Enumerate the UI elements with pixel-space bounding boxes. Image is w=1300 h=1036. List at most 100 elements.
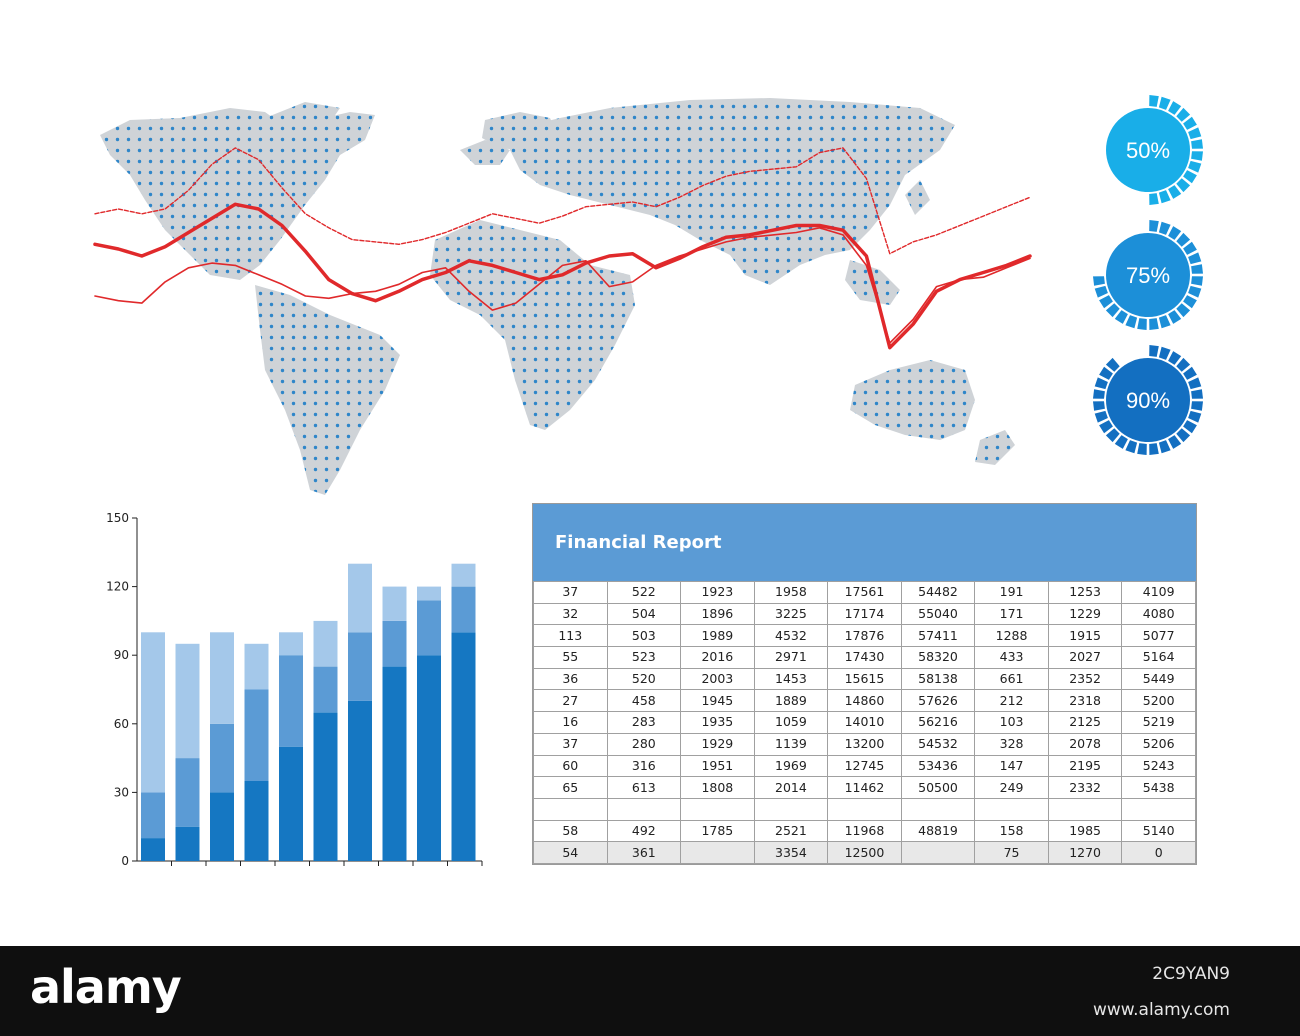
table-cell: 11462	[827, 776, 902, 799]
bar-segment	[313, 666, 338, 713]
bar-segment	[244, 689, 269, 781]
table-cell: 0	[1121, 841, 1196, 864]
bar-segment	[210, 632, 234, 724]
gauge-segment	[1114, 310, 1128, 324]
gauge-segment	[1125, 190, 1138, 204]
table-cell: 2016	[680, 646, 755, 669]
table-row: 54 361 3354 12500 75 1270 0	[533, 841, 1196, 864]
gauge-segment	[1125, 96, 1138, 110]
table-cell: 4532	[753, 624, 829, 648]
gauge-segment	[1191, 389, 1203, 399]
table-cell: 58320	[900, 646, 976, 669]
table-row: 60 316 1951 1969 12745 53436 147 2195 5243	[533, 754, 1196, 778]
gauge-segment	[1158, 221, 1171, 235]
gauge-segment	[1183, 366, 1197, 380]
table-cell: 37	[533, 581, 608, 604]
report-title: Financial Report	[533, 504, 1196, 581]
table-row: 16 283 1935 1059 14010 56216 103 2125 5219	[533, 711, 1196, 734]
gauge-disc	[1106, 358, 1190, 442]
world-map-icon	[93, 98, 1032, 495]
table-cell: 1288	[974, 624, 1049, 648]
table-cell: 1945	[680, 689, 755, 713]
table-cell: 661	[974, 667, 1049, 691]
table-cell: 522	[606, 581, 682, 604]
table-cell: 1951	[680, 754, 755, 778]
gauge-segment	[1105, 428, 1120, 443]
table-cell: 5449	[1121, 667, 1196, 691]
gauge-segment	[1188, 410, 1202, 423]
table-cell: 1923	[680, 581, 755, 604]
table-cell: 54	[533, 841, 608, 864]
table-cell: 1989	[680, 624, 755, 648]
gauge-segment	[1094, 160, 1108, 173]
footer-url[interactable]: www.alamy.com	[1092, 1000, 1230, 1020]
table-cell: 2014	[753, 776, 829, 799]
table-row: 36 520 2003 1453 15615 58138 661 2352 5449	[533, 667, 1196, 691]
y-tick-label: 30	[114, 785, 129, 799]
gauge-segment	[1093, 276, 1105, 286]
map-land	[100, 98, 1015, 495]
table-cell: 458	[606, 689, 682, 713]
gauge-segment	[1176, 357, 1191, 372]
gauge-segment	[1094, 377, 1108, 390]
table-cell: 58138	[900, 667, 976, 691]
table-row: 32 504 1896 3225 17174 55040 171 1229 4080	[533, 602, 1196, 626]
gauge-segment	[1183, 420, 1197, 434]
gauge-label: 50%	[1126, 138, 1170, 163]
bar-segment	[244, 643, 269, 690]
table-cell	[900, 841, 976, 864]
table-cell: 1889	[753, 689, 829, 713]
gauge-label: 75%	[1126, 263, 1170, 288]
table-cell	[753, 797, 829, 821]
table-cell: 492	[606, 819, 682, 843]
gauge-segment	[1149, 318, 1159, 330]
table-cell: 212	[974, 689, 1049, 713]
gauge-segment	[1158, 190, 1171, 204]
table-row: 37 522 1923 1958 17561 54482 191 1253 4109	[533, 581, 1196, 604]
bar-segment	[382, 666, 407, 861]
table-cell: 12500	[827, 841, 902, 864]
table-cell: 613	[606, 776, 682, 799]
table-cell: 2318	[1047, 689, 1123, 713]
table-cell: 2971	[753, 646, 829, 669]
gauge-segment	[1149, 95, 1159, 107]
gauge-segment	[1137, 318, 1147, 330]
y-tick-label: 120	[106, 580, 129, 594]
gauge-segment	[1183, 295, 1197, 309]
bar-segment	[417, 586, 441, 601]
table-cell: 328	[974, 732, 1049, 756]
gauge-segment	[1188, 127, 1202, 140]
table-cell: 5243	[1121, 754, 1196, 778]
table-cell: 5438	[1121, 776, 1196, 799]
bar-segment	[417, 600, 441, 656]
table-cell: 5077	[1121, 624, 1196, 648]
table-cell: 2521	[753, 819, 829, 843]
table-cell: 37	[533, 732, 608, 756]
gauge-segment	[1191, 401, 1203, 411]
table-cell	[533, 797, 608, 821]
gauge-segment	[1125, 221, 1138, 235]
gauge-segment	[1137, 95, 1147, 107]
report-table: 37 522 1923 1958 17561 54482 191 1253 4109 32 504 1…	[533, 581, 1196, 864]
table-cell: 55040	[900, 602, 976, 626]
table-cell: 5200	[1121, 689, 1196, 713]
table-row: 58 492 1785 2521 11968 48819 158 1985 5140	[533, 819, 1196, 843]
bar-segment	[175, 826, 200, 861]
gauge-segment	[1093, 389, 1105, 399]
table-cell: 54532	[900, 732, 976, 756]
table-cell: 1958	[753, 581, 829, 604]
table-cell: 17561	[827, 581, 902, 604]
gauge-segment	[1105, 107, 1120, 122]
table-cell: 113	[533, 624, 608, 648]
table-cell	[606, 797, 682, 821]
table-cell: 17174	[827, 602, 902, 626]
table-cell: 283	[606, 711, 682, 734]
gauge-segment	[1094, 127, 1108, 140]
table-cell: 14010	[827, 711, 902, 734]
gauge-segment	[1137, 345, 1147, 357]
gauge-segment	[1125, 346, 1138, 360]
table-cell: 65	[533, 776, 608, 799]
table-row	[533, 797, 1196, 821]
table-cell	[680, 841, 755, 864]
table-cell: 1270	[1047, 841, 1123, 864]
